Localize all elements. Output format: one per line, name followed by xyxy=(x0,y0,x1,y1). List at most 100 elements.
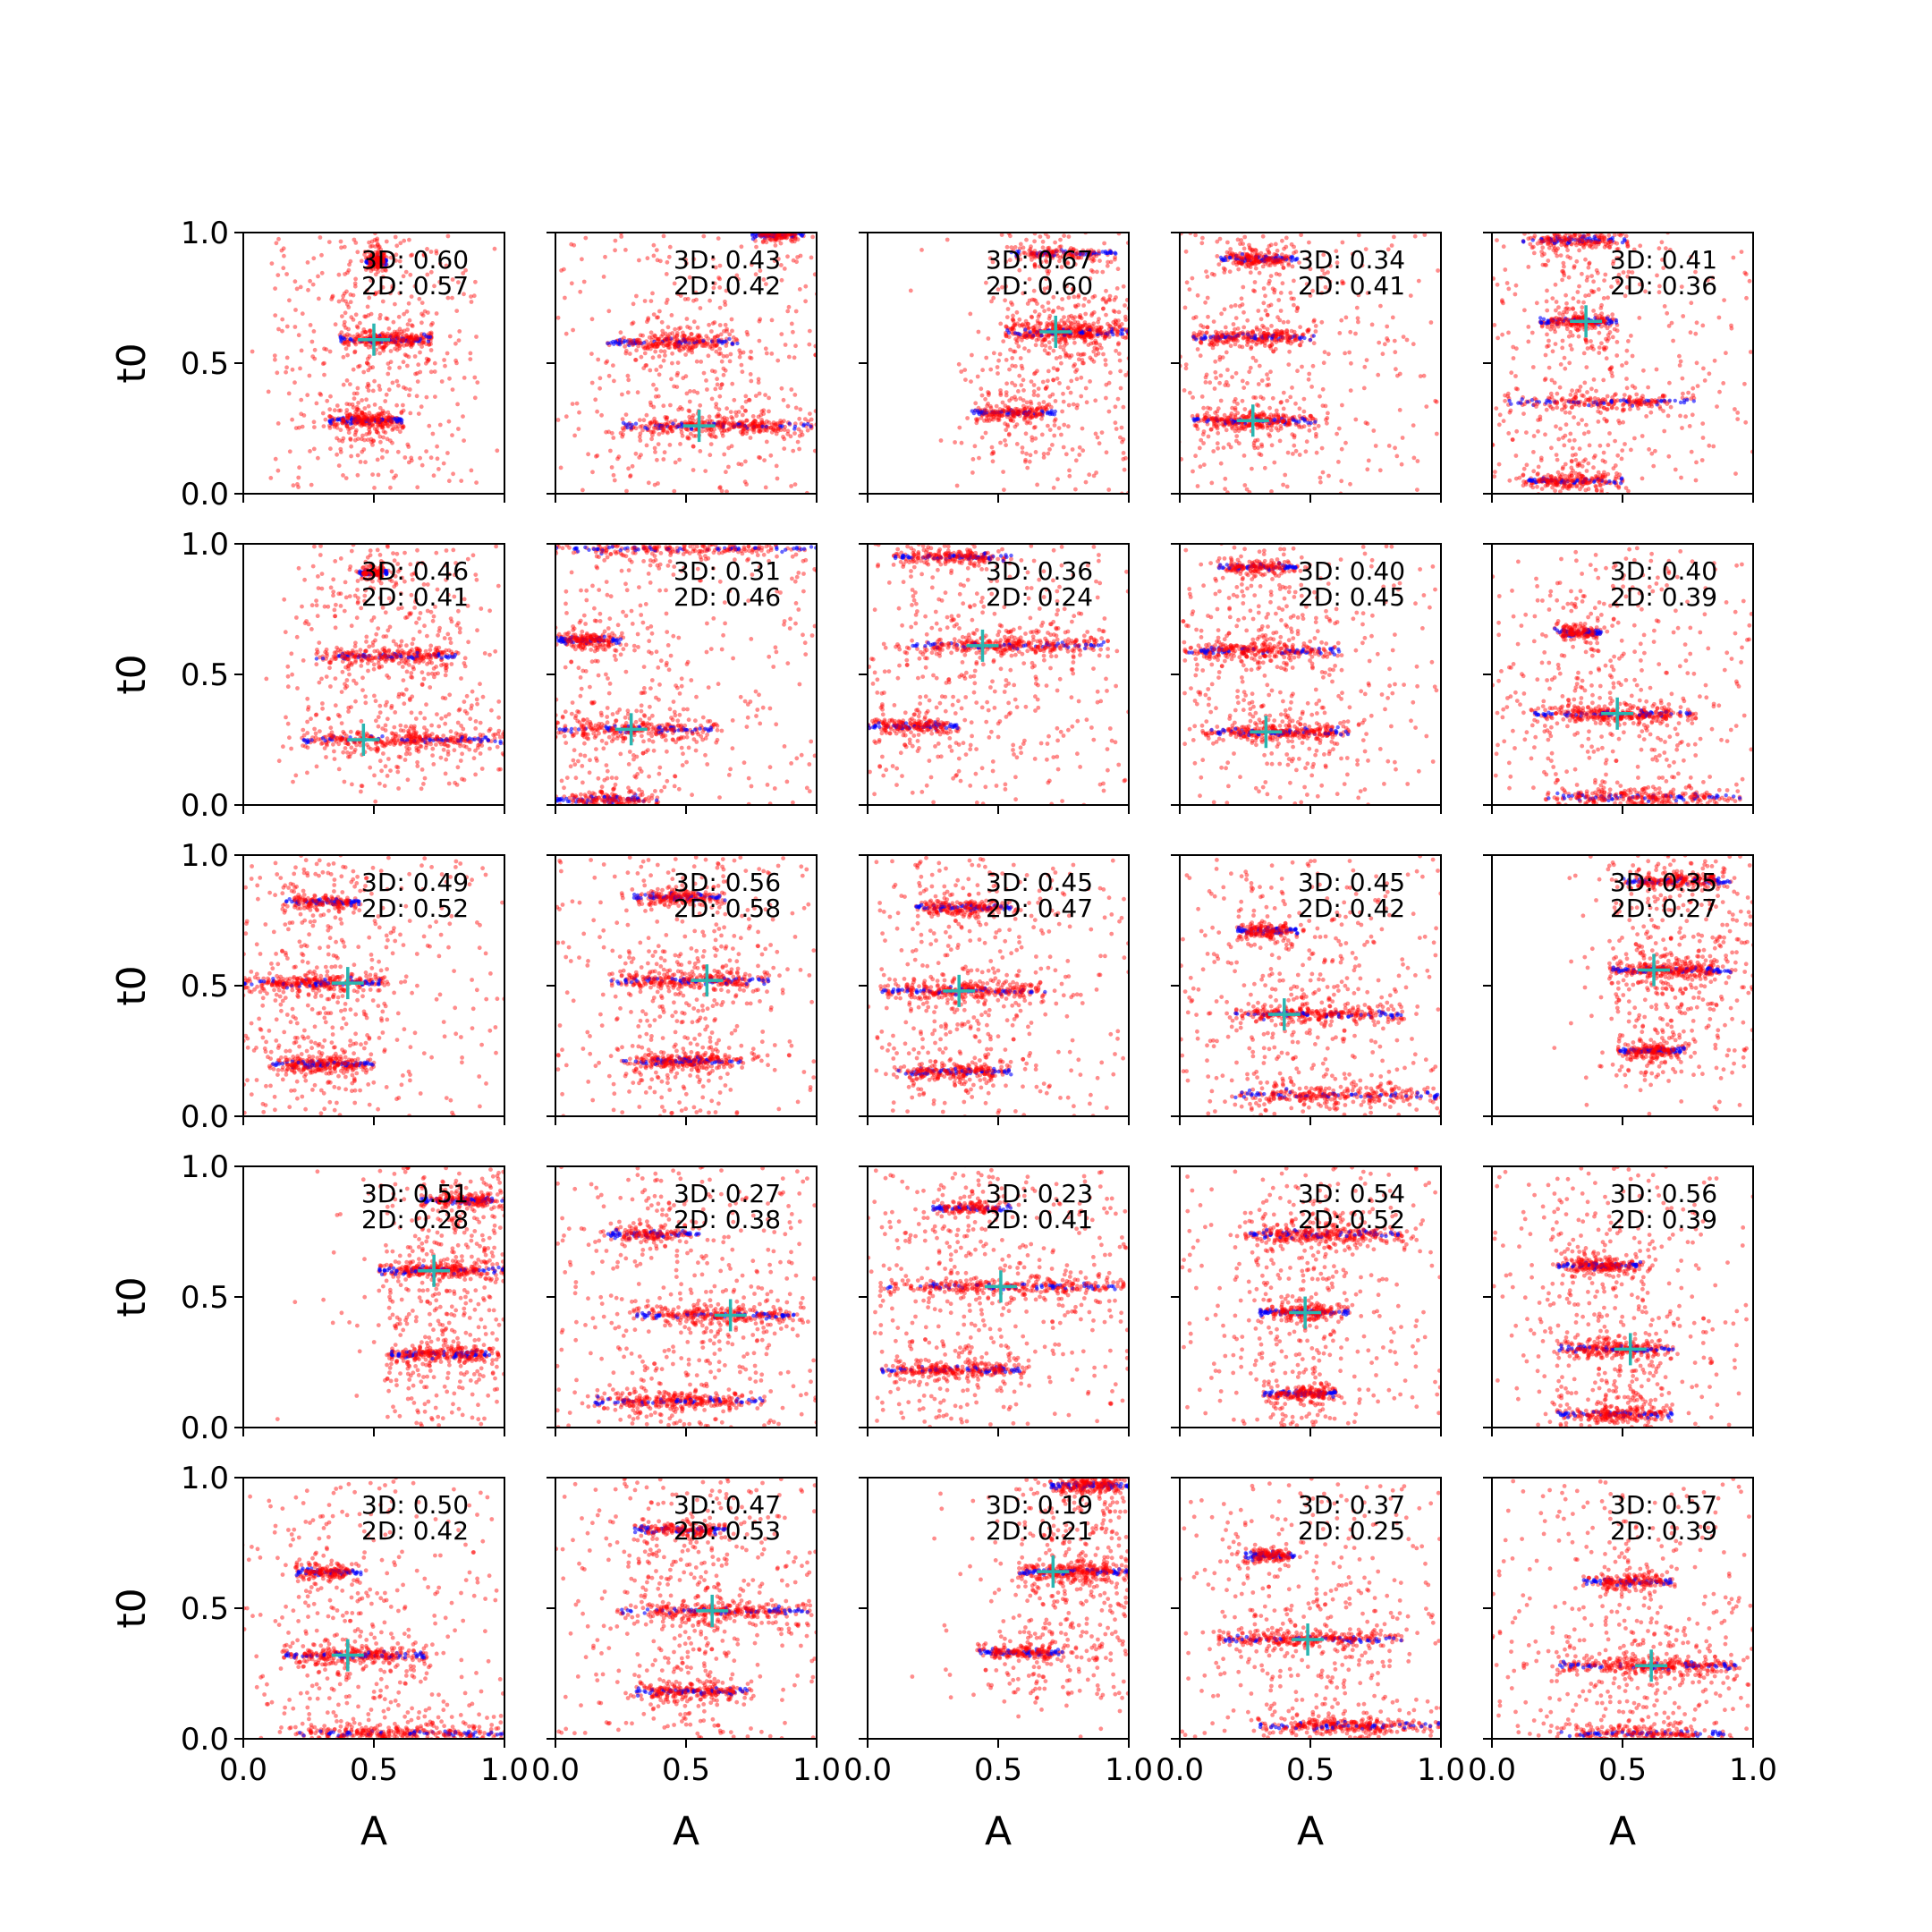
sample-point xyxy=(346,305,352,309)
sample-point xyxy=(673,418,678,423)
sample-point xyxy=(986,393,991,398)
sample-point xyxy=(361,415,367,419)
posterior-point xyxy=(405,337,411,342)
sample-point xyxy=(721,419,726,425)
sample-point xyxy=(654,344,659,350)
sample-point xyxy=(377,411,383,417)
sample-point xyxy=(308,449,312,453)
sample-point xyxy=(388,360,394,365)
sample-point xyxy=(651,429,657,435)
sample-point xyxy=(1274,334,1279,339)
sample-point xyxy=(1038,234,1043,239)
sample-point xyxy=(409,337,414,343)
sample-point xyxy=(377,260,382,266)
sample-point xyxy=(712,434,717,439)
sample-point xyxy=(1104,312,1108,318)
sample-point xyxy=(1277,438,1283,444)
sample-point xyxy=(377,344,383,350)
sample-point xyxy=(996,358,1001,363)
sample-point xyxy=(284,369,288,375)
sample-point xyxy=(1033,343,1038,348)
sample-point xyxy=(1114,427,1119,431)
sample-point xyxy=(774,233,778,238)
sample-point xyxy=(1105,263,1110,268)
sample-point xyxy=(581,279,587,284)
sample-point xyxy=(732,397,737,402)
sample-point xyxy=(1116,309,1122,315)
sample-point xyxy=(1119,425,1124,430)
sample-point xyxy=(627,341,632,345)
sample-point xyxy=(984,417,989,421)
sample-point xyxy=(1386,444,1392,448)
sample-point xyxy=(665,297,670,302)
sample-point xyxy=(1017,373,1022,378)
sample-point xyxy=(1081,360,1086,366)
posterior-point xyxy=(636,341,640,345)
sample-point xyxy=(356,436,360,441)
sample-point xyxy=(418,455,422,461)
sample-point xyxy=(688,431,693,436)
sample-point xyxy=(387,438,393,443)
sample-point xyxy=(700,419,705,425)
sample-point xyxy=(343,476,349,480)
sample-point xyxy=(1027,405,1031,411)
sample-point xyxy=(637,258,641,263)
sample-point xyxy=(369,414,375,419)
sample-point xyxy=(795,439,801,445)
posterior-point xyxy=(657,423,661,428)
sample-point xyxy=(384,421,389,426)
sample-point xyxy=(286,391,292,396)
sample-point xyxy=(634,293,639,299)
sample-point xyxy=(454,360,459,366)
sample-point xyxy=(1074,368,1080,372)
sample-point xyxy=(709,329,714,334)
sample-point xyxy=(1099,430,1105,435)
sample-point xyxy=(1114,295,1118,300)
sample-point xyxy=(371,261,377,267)
sample-point xyxy=(757,338,762,343)
sample-point xyxy=(695,333,700,338)
sample-point xyxy=(682,334,688,338)
sample-point xyxy=(707,322,711,327)
sample-point xyxy=(659,424,665,428)
sample-point xyxy=(354,411,360,416)
sample-point xyxy=(1038,411,1043,417)
sample-point xyxy=(356,335,360,339)
sample-point xyxy=(1356,319,1360,325)
sample-point xyxy=(312,356,318,361)
sample-point xyxy=(998,391,1004,396)
sample-point xyxy=(339,330,344,335)
sample-point xyxy=(661,403,666,409)
sample-point xyxy=(975,417,980,421)
sample-point xyxy=(355,332,360,337)
sample-point xyxy=(769,237,775,242)
sample-point xyxy=(1028,416,1033,421)
sample-point xyxy=(384,343,389,348)
sample-point xyxy=(1104,300,1109,305)
sample-point xyxy=(394,331,399,336)
sample-point xyxy=(1004,428,1009,433)
sample-point xyxy=(662,349,667,354)
sample-point xyxy=(1025,419,1030,424)
sample-point xyxy=(1261,325,1267,330)
sample-point xyxy=(769,233,774,237)
sample-point xyxy=(688,345,692,351)
sample-point xyxy=(269,261,275,266)
sample-point xyxy=(1285,319,1291,325)
sample-point xyxy=(1107,293,1113,299)
sample-point xyxy=(1066,325,1072,330)
sample-point xyxy=(662,450,667,455)
sample-point xyxy=(1234,438,1239,444)
sample-point xyxy=(647,424,652,429)
sample-point xyxy=(727,427,732,432)
sample-point xyxy=(716,275,721,280)
sample-point xyxy=(784,233,789,238)
sample-point xyxy=(446,479,452,484)
sample-point xyxy=(1027,459,1032,464)
sample-point xyxy=(408,335,413,340)
sample-point xyxy=(768,425,774,430)
posterior-point xyxy=(338,416,343,421)
sample-point xyxy=(376,256,380,261)
sample-point xyxy=(699,335,703,340)
sample-point xyxy=(1199,437,1204,443)
